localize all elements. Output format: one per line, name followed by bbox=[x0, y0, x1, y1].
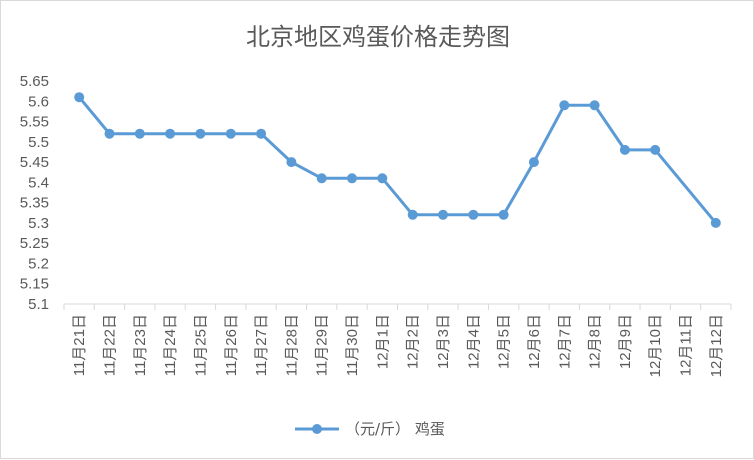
data-point bbox=[74, 92, 85, 103]
x-tick-label: 12月9日 bbox=[617, 314, 634, 369]
x-tick-label: 12月11日 bbox=[678, 314, 695, 376]
data-point bbox=[165, 128, 176, 139]
x-tick-label: 11月24日 bbox=[162, 314, 179, 376]
x-tick-label: 11月30日 bbox=[344, 314, 361, 376]
y-axis: 5.1 5.15 5.2 5.25 5.3 5.35 5.4 5.45 5.5 5.55 5.6 5.… bbox=[20, 73, 49, 313]
y-tick-label: 5.45 bbox=[20, 154, 49, 171]
legend: （元/斤） 鸡蛋 bbox=[295, 420, 445, 438]
data-point bbox=[195, 128, 206, 139]
x-tick-label: 11月23日 bbox=[132, 314, 149, 376]
y-tick-label: 5.55 bbox=[20, 114, 49, 131]
data-point bbox=[589, 100, 600, 111]
y-tick-label: 5.15 bbox=[20, 276, 49, 293]
data-point bbox=[377, 173, 388, 184]
x-tick-label: 12月8日 bbox=[587, 314, 604, 369]
y-tick-label: 5.1 bbox=[28, 296, 49, 313]
y-tick-label: 5.3 bbox=[28, 215, 49, 232]
data-point bbox=[468, 209, 479, 220]
chart-title: 北京地区鸡蛋价格走势图 bbox=[246, 23, 510, 51]
data-point bbox=[498, 209, 509, 220]
x-tick-label: 12月1日 bbox=[374, 314, 391, 369]
x-tick-label: 11月26日 bbox=[223, 314, 240, 376]
data-point bbox=[347, 173, 357, 184]
x-tick-label: 11月28日 bbox=[283, 314, 300, 376]
x-tick-label: 11月21日 bbox=[71, 314, 88, 376]
series-line bbox=[78, 96, 717, 224]
x-tick-label: 12月12日 bbox=[708, 314, 725, 377]
x-tick-label: 11月22日 bbox=[101, 314, 118, 376]
legend-series-label: （元/斤） 鸡蛋 bbox=[345, 420, 445, 438]
data-point bbox=[286, 157, 297, 168]
x-tick-label: 11月27日 bbox=[253, 314, 270, 376]
y-tick-label: 5.6 bbox=[28, 93, 49, 110]
data-point bbox=[710, 217, 721, 228]
data-point bbox=[316, 173, 327, 184]
x-tick-label: 12月3日 bbox=[435, 314, 452, 369]
x-tick-label: 12月2日 bbox=[405, 314, 422, 369]
x-tick-label: 12月7日 bbox=[556, 314, 573, 369]
data-point bbox=[104, 128, 115, 139]
y-tick-label: 5.2 bbox=[28, 255, 49, 272]
data-point bbox=[407, 209, 418, 220]
data-point bbox=[619, 144, 630, 155]
data-point bbox=[559, 100, 570, 111]
y-tick-label: 5.35 bbox=[20, 195, 49, 212]
x-axis: 11月21日 11月22日 11月23日 11月24日 11月25日 11月26日 11月2… bbox=[63, 303, 732, 377]
data-point bbox=[650, 144, 661, 155]
y-tick-label: 5.5 bbox=[28, 134, 49, 151]
series-layer bbox=[74, 92, 721, 228]
data-point bbox=[134, 128, 145, 139]
y-tick-label: 5.4 bbox=[28, 174, 49, 191]
x-tick-label: 12月10日 bbox=[647, 314, 664, 377]
x-tick-label: 12月5日 bbox=[496, 314, 513, 369]
data-point bbox=[528, 157, 539, 168]
data-point bbox=[256, 128, 267, 139]
x-tick-label: 11月29日 bbox=[314, 314, 331, 376]
x-tick-label: 12月6日 bbox=[526, 314, 543, 369]
y-tick-label: 5.65 bbox=[20, 73, 49, 90]
y-tick-label: 5.25 bbox=[20, 235, 49, 252]
legend-point-marker bbox=[312, 424, 322, 434]
data-point bbox=[225, 128, 236, 139]
data-point bbox=[438, 209, 448, 220]
x-tick-label: 12月4日 bbox=[465, 314, 482, 369]
x-tick-label: 11月25日 bbox=[192, 314, 209, 376]
